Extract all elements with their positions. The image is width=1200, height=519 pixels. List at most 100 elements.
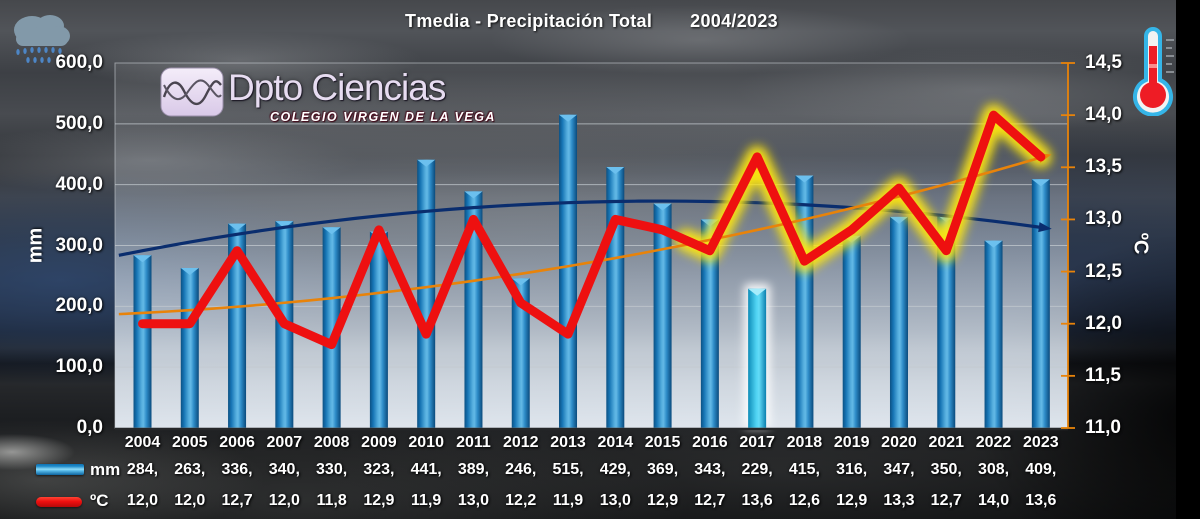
precipitation-bar <box>700 219 719 428</box>
right-axis-tick-label: 14,5 <box>1085 52 1122 73</box>
bar-cap <box>984 240 1003 248</box>
precipitation-bar <box>464 191 483 428</box>
bar-cap <box>322 227 341 235</box>
precipitation-value: 284, <box>126 461 159 478</box>
right-axis-tick-label: 13,5 <box>1085 156 1122 178</box>
precipitation-value: 340, <box>268 461 300 478</box>
precipitation-value: 515, <box>552 461 584 478</box>
right-axis-tick-label: 13,0 <box>1085 208 1122 230</box>
precipitation-bar <box>937 215 956 428</box>
right-axis-tick-label: 14,0 <box>1085 104 1122 126</box>
precipitation-bar <box>984 240 1003 428</box>
temperature-value: 12,0 <box>126 492 159 509</box>
chart-title-main: Tmedia - Precipitación Total <box>405 11 653 31</box>
precipitation-bar <box>748 288 767 428</box>
precipitation-swatch-icon <box>36 464 84 475</box>
precipitation-value: 323, <box>363 461 395 478</box>
precipitation-bar <box>653 203 672 428</box>
bar-cap <box>889 216 908 224</box>
year-label: 2021 <box>928 434 965 451</box>
temperature-value: 11,9 <box>552 492 584 509</box>
temperature-value: 12,6 <box>788 492 820 509</box>
right-axis-tick-label: 11,0 <box>1085 417 1121 438</box>
year-label: 2011 <box>456 434 491 451</box>
left-axis-tick-label: 400,0 <box>55 173 103 195</box>
rain-cloud-icon <box>14 15 70 63</box>
temperature-value: 12,0 <box>268 492 300 509</box>
year-label: 2015 <box>644 434 681 451</box>
temperature-value: 12,0 <box>174 492 206 509</box>
chart-title-range: 2004/2023 <box>690 11 778 31</box>
right-axis-title: ºC <box>1129 232 1152 255</box>
temperature-value: 13,6 <box>1025 492 1057 509</box>
precipitation-bar <box>369 231 388 428</box>
year-label: 2018 <box>786 434 823 451</box>
black-edge-strip <box>1176 0 1200 519</box>
temperature-value: 12,9 <box>647 492 679 509</box>
thermometer-icon <box>1133 27 1174 116</box>
temperature-value: 13,0 <box>599 492 631 509</box>
bar-cap <box>275 221 294 229</box>
logo: Dpto Ciencias COLEGIO VIRGEN DE LA VEGA <box>160 67 496 124</box>
temperature-value: 12,7 <box>694 492 726 509</box>
temperature-value: 12,9 <box>363 492 395 509</box>
left-axis-tick-label: 300,0 <box>55 234 103 256</box>
left-axis-tick-label: 100,0 <box>55 356 103 378</box>
precipitation-bar <box>559 114 578 428</box>
temperature-value: 13,6 <box>741 492 773 509</box>
temperature-value: 13,3 <box>883 492 915 509</box>
year-label: 2010 <box>408 434 444 451</box>
temperature-value: 12,7 <box>221 492 253 509</box>
temperature-line <box>138 110 1046 350</box>
precipitation-value: 441, <box>410 461 442 478</box>
left-axis-tick-label: 0,0 <box>76 417 103 438</box>
legend-label-temp: ºC <box>90 491 109 510</box>
year-label: 2013 <box>550 434 586 451</box>
precipitation-value: 246, <box>505 461 537 478</box>
precipitation-value: 415, <box>788 461 820 478</box>
precipitation-value: 429, <box>599 461 631 478</box>
precipitation-value: 350, <box>930 461 962 478</box>
left-axis-tick-label: 600,0 <box>55 52 103 73</box>
year-label: 2017 <box>739 434 775 451</box>
precipitation-bar <box>842 235 861 428</box>
precipitation-value: 343, <box>694 461 726 478</box>
year-label: 2014 <box>597 434 634 451</box>
temperature-swatch-icon <box>36 497 82 507</box>
year-label: 2020 <box>881 434 917 451</box>
precipitation-value: 409, <box>1025 461 1057 478</box>
year-label: 2016 <box>692 434 728 451</box>
temperature-value: 12,2 <box>505 492 537 509</box>
precipitation-bar <box>889 216 908 428</box>
bar-cap <box>228 223 247 231</box>
bar-cap <box>464 191 483 199</box>
bar-cap <box>748 288 767 296</box>
chart-title: Tmedia - Precipitación Total 2004/2023 <box>115 11 1068 32</box>
bar-cap <box>606 167 625 175</box>
precipitation-value: 229, <box>741 461 773 478</box>
bar-cap <box>1031 179 1050 187</box>
bar-cap <box>795 175 814 183</box>
precipitation-value: 330, <box>316 461 348 478</box>
year-label: 2009 <box>361 434 397 451</box>
precipitation-bar <box>322 227 341 428</box>
legend-label-mm: mm <box>90 460 121 479</box>
bar-cap <box>559 114 578 122</box>
precipitation-bar <box>511 278 530 428</box>
left-axis-tick-label: 200,0 <box>55 295 103 317</box>
precip-trend-arrow <box>1038 222 1052 233</box>
temperature-value: 12,9 <box>836 492 868 509</box>
temperature-value: 11,8 <box>316 492 347 509</box>
temperature-value: 11,9 <box>411 492 442 509</box>
precipitation-value: 369, <box>647 461 679 478</box>
precipitation-value: 389, <box>457 461 490 478</box>
precipitation-value: 316, <box>836 461 868 478</box>
temperature-value: 14,0 <box>977 492 1010 509</box>
precipitation-value: 308, <box>977 461 1010 478</box>
temperature-value: 12,7 <box>930 492 962 509</box>
year-label: 2019 <box>833 434 870 451</box>
year-label: 2022 <box>975 434 1012 451</box>
